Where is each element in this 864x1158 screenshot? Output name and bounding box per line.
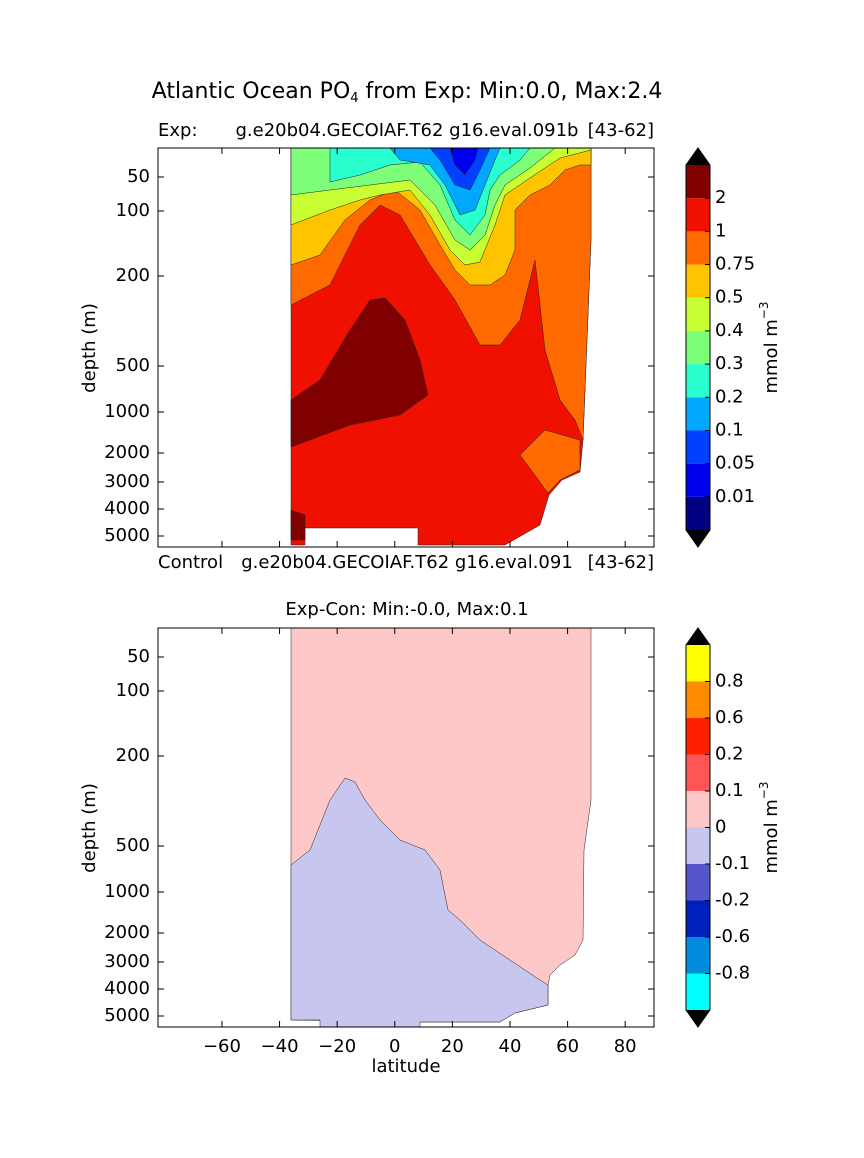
contour-fill xyxy=(290,147,592,546)
colorbar-tick-label: 0.5 xyxy=(715,287,744,308)
y-tick-label: 50 xyxy=(127,166,150,187)
colorbar-extend xyxy=(686,628,710,645)
colorbar-box xyxy=(686,718,710,755)
panel-title: Exp-Con: Min:-0.0, Max:0.1 xyxy=(285,599,528,620)
footer-center: g.e20b04.GECOIAF.T62 g16.eval.091 xyxy=(241,552,573,573)
colorbar-box xyxy=(686,430,710,464)
colorbar-tick-label: 0.8 xyxy=(715,671,744,692)
colorbar-box xyxy=(686,827,710,864)
y-tick-label: 500 xyxy=(116,835,150,856)
x-tick-label: 20 xyxy=(441,1036,464,1057)
colorbar-extend xyxy=(686,148,710,165)
colorbar-box xyxy=(686,330,710,365)
colorbar-tick-label: 0 xyxy=(715,817,726,838)
y-tick-label: 100 xyxy=(116,200,150,221)
colorbar-box xyxy=(686,937,710,974)
y-tick-label: 4000 xyxy=(104,498,150,519)
colorbar-tick-label: 0.2 xyxy=(715,386,744,407)
colorbar-tick-label: -0.1 xyxy=(715,853,750,874)
y-tick-label: 500 xyxy=(116,355,150,376)
axes-frame xyxy=(157,627,655,1028)
y-tick-label: 5000 xyxy=(104,525,150,546)
colorbar-tick-label: 1 xyxy=(715,220,726,241)
x-tick-label: 40 xyxy=(499,1036,522,1057)
colorbar-label: mmol m−3 xyxy=(757,301,783,393)
colorbar-tick-label: 0.05 xyxy=(715,453,755,474)
y-tick-label: 4000 xyxy=(104,978,150,999)
footer-left: Control xyxy=(158,552,223,573)
y-tick-label: 3000 xyxy=(104,951,150,972)
colorbar-tick-label: 0.1 xyxy=(715,419,744,440)
colorbar-box xyxy=(686,645,710,682)
colorbar-box xyxy=(686,754,710,791)
colorbar-tick-label: 0.6 xyxy=(715,707,744,728)
x-tick-label: −20 xyxy=(318,1036,356,1057)
colorbar-tick-label: 0.2 xyxy=(715,744,744,765)
x-tick-label: 60 xyxy=(556,1036,579,1057)
colorbar-tick-label: 0.3 xyxy=(715,353,744,374)
colorbar-box xyxy=(686,496,710,530)
colorbar-frame xyxy=(685,627,711,1028)
axes-frame xyxy=(157,147,655,548)
colorbar-extend xyxy=(686,530,710,547)
y-tick-label: 50 xyxy=(127,646,150,667)
colorbar-tick-label: 2 xyxy=(715,187,726,208)
x-tick-label: −60 xyxy=(203,1036,241,1057)
colorbar-label-text: mmol m xyxy=(761,319,782,393)
title-subscript: 4 xyxy=(350,91,358,106)
x-tick-label: 0 xyxy=(389,1036,400,1057)
x-tick-label: 80 xyxy=(614,1036,637,1057)
title-text: Atlantic Ocean PO xyxy=(152,79,351,104)
colorbar-box xyxy=(686,864,710,901)
colorbar-tick-label: 0.4 xyxy=(715,320,744,341)
colorbar-tick-label: -0.2 xyxy=(715,890,750,911)
y-axis-label: depth (m) xyxy=(79,783,100,873)
y-axis-label: depth (m) xyxy=(79,303,100,393)
colorbar-label-sup: −3 xyxy=(757,781,771,799)
y-tick-label: 2000 xyxy=(104,442,150,463)
figure-title: Atlantic Ocean PO4 from Exp: Min:0.0, Ma… xyxy=(152,79,663,106)
colorbar-frame xyxy=(685,147,711,548)
colorbar-box xyxy=(686,791,710,828)
header-center: g.e20b04.GECOIAF.T62 g16.eval.091b xyxy=(236,120,579,141)
colorbar-box xyxy=(686,297,710,331)
x-tick-label: −40 xyxy=(261,1036,299,1057)
colorbar-tick-label: 0.01 xyxy=(715,486,755,507)
colorbar-box xyxy=(686,198,710,232)
colorbar-tick-label: 0.75 xyxy=(715,254,755,275)
contour-fill xyxy=(290,627,592,1028)
colorbar-box xyxy=(686,264,710,298)
colorbar-label-text: mmol m xyxy=(761,799,782,873)
colorbar-box xyxy=(686,900,710,937)
colorbar-tick-label: -0.8 xyxy=(715,963,750,984)
y-tick-label: 200 xyxy=(116,745,150,766)
colorbar-label-sup: −3 xyxy=(757,301,771,319)
footer-right: [43-62] xyxy=(588,552,654,573)
colorbar-tick-label: -0.6 xyxy=(715,926,750,947)
colorbar-box xyxy=(686,463,710,497)
y-tick-label: 1000 xyxy=(104,881,150,902)
title-text: from Exp: Min:0.0, Max:2.4 xyxy=(359,79,663,104)
colorbar-box xyxy=(686,165,710,199)
y-tick-label: 3000 xyxy=(104,471,150,492)
colorbar-box xyxy=(686,973,710,1010)
colorbar-box xyxy=(686,397,710,431)
x-axis-label: latitude xyxy=(371,1056,440,1077)
header-right: [43-62] xyxy=(588,120,654,141)
colorbar-box xyxy=(686,681,710,718)
colorbar-label: mmol m−3 xyxy=(757,781,783,873)
header-left: Exp: xyxy=(158,120,198,141)
colorbar-box xyxy=(686,231,710,265)
y-tick-label: 2000 xyxy=(104,922,150,943)
colorbar-extend xyxy=(686,1010,710,1027)
y-tick-label: 5000 xyxy=(104,1005,150,1026)
colorbar-box xyxy=(686,364,710,398)
y-tick-label: 100 xyxy=(116,680,150,701)
colorbar-tick-label: 0.1 xyxy=(715,780,744,801)
y-tick-label: 1000 xyxy=(104,401,150,422)
y-tick-label: 200 xyxy=(116,265,150,286)
